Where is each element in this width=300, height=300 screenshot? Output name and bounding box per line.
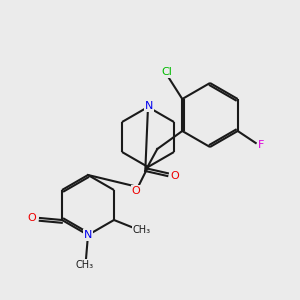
Text: O: O (28, 213, 36, 223)
Text: O: O (170, 171, 179, 181)
Text: O: O (132, 186, 140, 196)
Text: CH₃: CH₃ (76, 260, 94, 270)
Text: CH₃: CH₃ (133, 225, 151, 235)
Text: N: N (84, 230, 92, 240)
Text: F: F (257, 140, 264, 150)
Text: N: N (145, 101, 153, 111)
Text: Cl: Cl (162, 67, 173, 77)
